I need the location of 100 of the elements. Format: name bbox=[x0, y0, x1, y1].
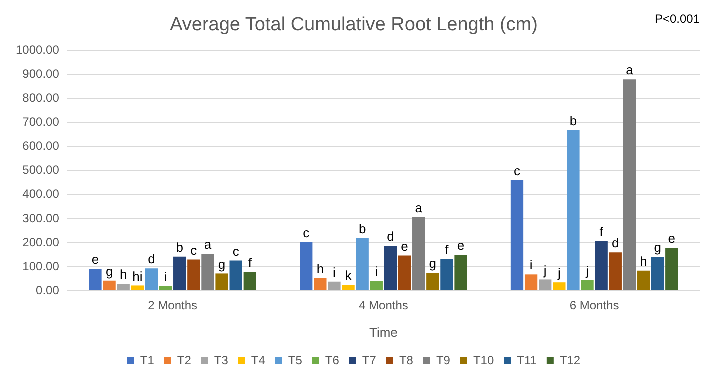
bar bbox=[595, 241, 608, 290]
legend-label: T11 bbox=[517, 353, 538, 368]
data-label: h bbox=[316, 261, 324, 276]
bar bbox=[553, 282, 566, 290]
data-label: c bbox=[232, 244, 240, 259]
chart-title: Average Total Cumulative Root Length (cm) bbox=[170, 14, 538, 36]
bar bbox=[188, 260, 200, 290]
bar bbox=[510, 180, 524, 290]
legend-label: T6 bbox=[325, 353, 340, 368]
data-label: b bbox=[570, 114, 578, 129]
bar bbox=[652, 257, 664, 290]
x-tick-label: 2 Months bbox=[148, 298, 198, 313]
bar bbox=[581, 280, 594, 290]
data-label: i bbox=[530, 258, 533, 273]
text: P<0.001 bbox=[654, 12, 700, 26]
bar bbox=[440, 260, 454, 290]
data-label: e bbox=[401, 238, 408, 254]
data-label: e bbox=[457, 238, 465, 254]
bar bbox=[398, 256, 412, 290]
legend-label: T10 bbox=[473, 353, 494, 368]
y-tick-label: 500.00 bbox=[22, 163, 60, 178]
x-tick-label: 4 Months bbox=[359, 298, 408, 313]
legend-label: T1 bbox=[140, 353, 155, 368]
bar bbox=[314, 278, 327, 290]
bar bbox=[384, 246, 398, 290]
bar bbox=[244, 272, 256, 290]
data-label: k bbox=[345, 268, 352, 284]
data-label: f bbox=[248, 256, 252, 271]
legend-label: T5 bbox=[288, 353, 303, 368]
data-label: d bbox=[148, 252, 156, 267]
data-label: c bbox=[190, 242, 198, 258]
data-label: b bbox=[176, 240, 184, 255]
data-label: e bbox=[92, 252, 100, 268]
legend-label: T3 bbox=[214, 353, 229, 368]
legend-label: T9 bbox=[436, 353, 451, 368]
data-label: i bbox=[333, 264, 336, 280]
bar bbox=[524, 274, 538, 290]
legend-label: T7 bbox=[362, 353, 377, 368]
bar bbox=[623, 80, 636, 290]
bar bbox=[370, 281, 383, 290]
data-label: g bbox=[429, 256, 437, 272]
data-label: e bbox=[668, 231, 676, 246]
x-axis-title: Time bbox=[369, 324, 398, 340]
data-label: h bbox=[120, 267, 128, 282]
bar bbox=[356, 238, 369, 290]
data-label: g bbox=[106, 264, 114, 279]
y-tick-label: 100.00 bbox=[22, 259, 60, 274]
data-label: d bbox=[612, 236, 620, 251]
data-label: h bbox=[640, 254, 648, 269]
bar bbox=[454, 254, 468, 290]
bar bbox=[202, 254, 214, 290]
legend-label: T2 bbox=[177, 353, 192, 368]
y-tick-label: 600.00 bbox=[22, 139, 60, 154]
bar bbox=[159, 286, 172, 290]
bar bbox=[637, 270, 650, 290]
data-label: f bbox=[600, 224, 604, 240]
data-label: hi bbox=[132, 268, 143, 284]
data-label: a bbox=[626, 62, 634, 78]
bar bbox=[666, 248, 678, 290]
data-label: i bbox=[164, 269, 168, 284]
data-label: j bbox=[542, 262, 547, 278]
x-tick-label: 6 Months bbox=[570, 298, 620, 313]
bar bbox=[342, 284, 355, 290]
bar bbox=[230, 260, 242, 290]
legend-label: T4 bbox=[251, 353, 266, 368]
bar bbox=[412, 217, 426, 290]
y-tick-label: 0.00 bbox=[36, 283, 60, 298]
data-label: c bbox=[303, 225, 310, 240]
data-label: j bbox=[585, 263, 590, 278]
y-tick-label: 1000.00 bbox=[16, 43, 60, 58]
data-label: c bbox=[514, 164, 521, 179]
data-label: i bbox=[375, 264, 378, 280]
bar bbox=[131, 286, 144, 290]
bar bbox=[300, 242, 313, 290]
data-label: g bbox=[654, 240, 662, 256]
bar bbox=[145, 268, 158, 290]
bar bbox=[89, 269, 102, 290]
data-label: g bbox=[218, 256, 226, 272]
data-label: b bbox=[358, 221, 366, 236]
bar bbox=[117, 284, 130, 290]
bar bbox=[609, 252, 622, 290]
data-label: a bbox=[204, 237, 212, 252]
data-label: a bbox=[415, 200, 424, 216]
data-label: f bbox=[445, 242, 450, 258]
bar bbox=[328, 282, 341, 290]
data-label: d bbox=[387, 229, 394, 244]
y-tick-label: 800.00 bbox=[22, 91, 60, 106]
legend-label: T8 bbox=[399, 353, 414, 368]
y-tick-label: 900.00 bbox=[22, 67, 60, 82]
legend-label: T12 bbox=[560, 353, 581, 368]
y-tick-label: 400.00 bbox=[22, 187, 60, 202]
bar bbox=[216, 274, 228, 290]
y-tick-label: 300.00 bbox=[22, 211, 60, 226]
bar bbox=[174, 256, 186, 290]
bar bbox=[426, 272, 440, 290]
y-tick-label: 700.00 bbox=[22, 115, 60, 130]
bar bbox=[103, 280, 116, 290]
y-tick-label: 200.00 bbox=[22, 235, 60, 250]
bar bbox=[539, 280, 552, 290]
data-label: j bbox=[556, 266, 561, 281]
